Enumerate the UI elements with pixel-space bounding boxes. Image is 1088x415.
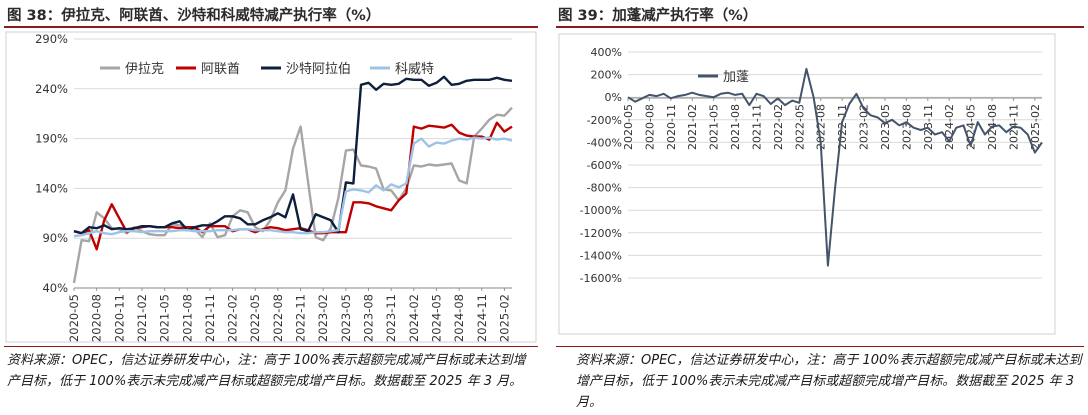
chart-left: 40% 90% 140% 190% 240% 290% 2020-05 2020-08 2020… (5, 31, 537, 343)
x-tick-label: 2021-08 (180, 294, 194, 342)
x-tick-label: 2020-11 (665, 104, 678, 150)
x-tick-label: 2023-11 (384, 294, 398, 342)
chart-right: 400% 200% 0% -200% -400% -600% -800% -1000% -120… (558, 33, 1056, 335)
x-tick-label: 2021-05 (708, 104, 721, 150)
y-tick-label: -600% (587, 159, 622, 172)
x-tick-label: 2023-05 (879, 104, 892, 150)
x-tick-label: 2022-08 (271, 294, 285, 342)
x-tick-label: 2022-05 (793, 104, 806, 150)
x-tick-label: 2024-11 (475, 294, 489, 342)
x-tick-label: 2025-02 (497, 294, 511, 342)
series-line-0 (72, 106, 513, 284)
footer-rule-right (556, 346, 1084, 347)
title-rule-left (4, 26, 538, 28)
x-tick-label: 2023-02 (858, 104, 871, 150)
y-tick-label: 40% (42, 281, 68, 295)
footer-rule-left (4, 346, 538, 347)
y-tick-label: -1200% (580, 227, 622, 240)
series-line-0 (627, 67, 1043, 267)
y-tick-label: -400% (587, 136, 622, 149)
x-tick-label: 2021-11 (750, 104, 763, 150)
y-tick-label: 200% (591, 69, 622, 82)
x-tick-label: 2021-02 (686, 104, 699, 150)
legend-label: 阿联酋 (201, 61, 240, 77)
y-tick-label: 90% (42, 231, 68, 245)
x-tick-label: 2024-02 (407, 294, 421, 342)
legend-label: 加蓬 (723, 70, 749, 85)
y-tick-label: -800% (587, 182, 622, 195)
y-tick-label: 290% (35, 32, 68, 46)
chart-frame (558, 33, 1056, 335)
y-tick-label: 400% (591, 46, 622, 59)
title-rule-right (556, 26, 1084, 28)
x-tick-label: 2024-08 (452, 294, 466, 342)
y-tick-label: -1000% (580, 204, 622, 217)
x-tick-label: 2021-08 (729, 104, 742, 150)
y-tick-label: -1600% (580, 272, 622, 285)
x-tick-label: 2020-08 (643, 104, 656, 150)
x-tick-label: 2020-05 (67, 294, 81, 342)
y-tick-label: -200% (587, 114, 622, 127)
y-tick-label: -1400% (580, 249, 622, 262)
source-note-left: 资料来源：OPEC，信达证券研发中心，注：高于 100%表示超额完成减产目标或未… (7, 353, 526, 389)
series-line-2 (73, 75, 513, 235)
source-note-right: 资料来源：OPEC，信达证券研发中心，注：高于 100%表示超额完成减产目标或未… (576, 353, 1082, 410)
x-tick-label: 2021-05 (158, 294, 172, 342)
x-tick-label: 2024-05 (429, 294, 443, 342)
y-tick-label: 190% (35, 132, 68, 146)
x-tick-label: 2021-02 (135, 294, 149, 342)
legend-label: 科威特 (395, 62, 434, 77)
y-tick-label: 240% (35, 82, 68, 96)
y-tick-label: 140% (35, 181, 68, 195)
x-tick-label: 2021-11 (203, 294, 217, 342)
chart-frame (5, 31, 537, 343)
x-tick-label: 2022-08 (815, 104, 828, 150)
x-tick-label: 2025-02 (1029, 104, 1042, 150)
figure-39-title: 图 39：加蓬减产执行率（%） (558, 8, 758, 24)
legend-label: 伊拉克 (125, 62, 164, 77)
x-tick-label: 2022-02 (772, 104, 785, 150)
x-tick-label: 2022-05 (248, 294, 262, 342)
legend-label: 沙特阿拉伯 (286, 62, 351, 77)
figure-38-title: 图 38：伊拉克、阿联酋、沙特和科威特减产执行率（%） (7, 8, 381, 24)
x-tick-label: 2020-08 (90, 294, 104, 342)
x-tick-label: 2022-11 (294, 294, 308, 342)
y-tick-label: 0% (605, 91, 622, 104)
series-line-3 (73, 136, 513, 238)
x-tick-label: 2023-08 (900, 104, 913, 150)
x-tick-label: 2020-05 (622, 104, 635, 150)
x-tick-label: 2023-08 (362, 294, 376, 342)
x-tick-label: 2022-02 (226, 294, 240, 342)
x-tick-label: 2023-05 (339, 294, 353, 342)
x-tick-label: 2020-11 (112, 294, 126, 342)
x-tick-label: 2023-02 (316, 294, 330, 342)
x-tick-label: 2024-02 (943, 104, 956, 150)
